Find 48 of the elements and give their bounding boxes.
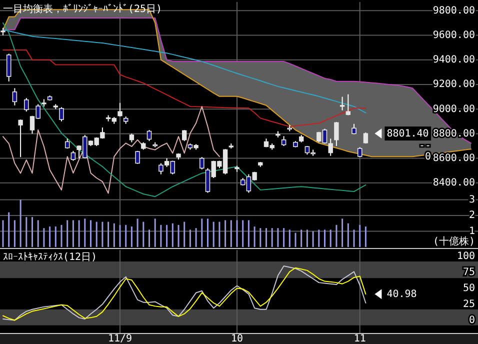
line-series xyxy=(2,106,220,194)
y-tick-label: 25 xyxy=(462,299,475,310)
candlestick xyxy=(12,88,18,106)
candlestick xyxy=(182,130,187,142)
candlestick xyxy=(346,94,350,116)
candlestick xyxy=(70,150,76,162)
y-tick-label: 9000.00 xyxy=(432,104,475,115)
annotation: 8801.40 xyxy=(386,128,429,140)
candlestick xyxy=(118,102,122,117)
y-tick-label: 50 xyxy=(462,283,475,294)
line-series xyxy=(2,22,366,198)
y-tick-label: 100 xyxy=(456,251,475,262)
candlestick xyxy=(322,128,328,144)
candlestick xyxy=(200,156,204,170)
candlestick xyxy=(6,53,12,82)
y-tick-label: 8600.00 xyxy=(432,153,475,164)
y-tick-label: 3 xyxy=(468,194,475,206)
candlestick xyxy=(340,96,345,111)
candlestick xyxy=(65,138,70,149)
candlestick xyxy=(82,134,88,159)
y-tick-label: 8400.00 xyxy=(432,178,475,189)
candlestick xyxy=(24,98,29,112)
chart-title: ｽﾛｰｽﾄｷｬｽﾃｨｸｽ(12日) xyxy=(3,252,98,263)
y-tick-label: 2 xyxy=(468,210,475,222)
annotation: 40.98 xyxy=(386,288,417,300)
candlestick xyxy=(205,168,210,194)
candlestick xyxy=(281,136,286,146)
candlestick xyxy=(352,123,356,135)
candlestick xyxy=(59,106,64,122)
x-tick-label: 10 xyxy=(230,334,244,344)
candlestick xyxy=(170,160,175,175)
y-tick-label: 9400.00 xyxy=(432,54,475,66)
candlestick xyxy=(36,104,40,120)
candlestick xyxy=(158,162,164,175)
y-tick-label: 0 xyxy=(468,314,475,326)
y-axis-title: (十億株) xyxy=(432,236,475,248)
candlestick xyxy=(135,150,140,164)
y-tick-label: 9600.00 xyxy=(432,30,475,41)
y-tick-label: 75 xyxy=(462,267,475,278)
candlestick xyxy=(18,119,23,158)
candlestick xyxy=(334,122,339,146)
candlestick xyxy=(146,130,152,142)
y-tick-label: 9200.00 xyxy=(432,79,475,90)
y-tick-label: 1 xyxy=(468,226,475,237)
y-tick-label: 9800.00 xyxy=(432,5,475,16)
x-tick-label: 11/9 xyxy=(108,334,132,344)
annotation: -- xyxy=(419,140,432,152)
x-tick-label: 11 xyxy=(354,334,366,344)
